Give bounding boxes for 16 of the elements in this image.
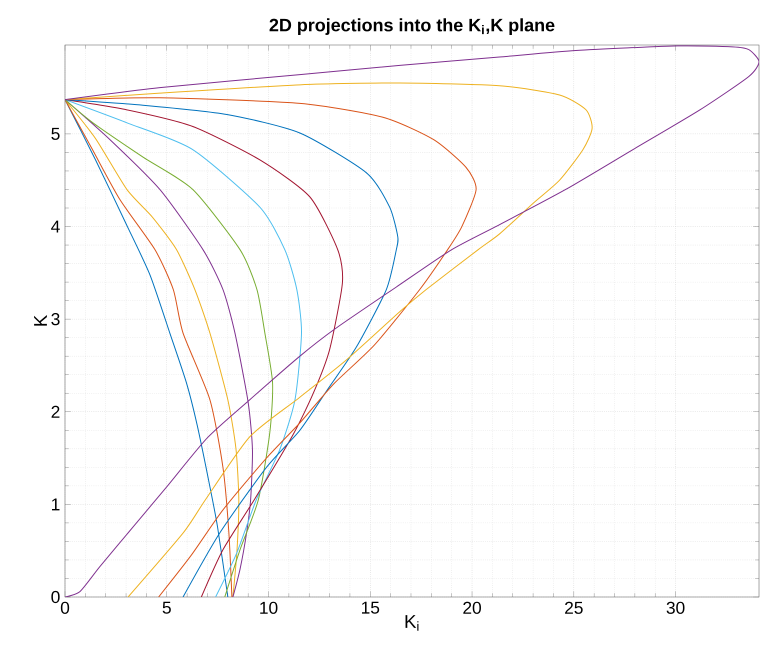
y-tick-label: 1 — [52, 498, 60, 510]
y-tick-label: 4 — [51, 220, 60, 232]
x-tick-label: 5 — [162, 602, 171, 614]
y-tick-label: 3 — [51, 313, 60, 326]
y-axis-title: K — [34, 314, 47, 326]
x-tick-label: 25 — [565, 602, 583, 614]
x-tick-label: 30 — [666, 602, 684, 614]
x-tick-label: 0 — [60, 602, 70, 614]
x-tick-label: 10 — [260, 602, 278, 614]
x-axis-title: K$_{i}$ — [406, 615, 418, 631]
chart-title: 2D projections into the K$_{i}$,K plane — [270, 18, 554, 35]
x-tick-label: 15 — [362, 602, 380, 614]
y-tick-label: 2 — [52, 406, 60, 418]
y-tick-label: 5 — [51, 128, 60, 140]
y-tick-label: 0 — [51, 590, 60, 604]
x-tick-label: 20 — [463, 602, 481, 614]
